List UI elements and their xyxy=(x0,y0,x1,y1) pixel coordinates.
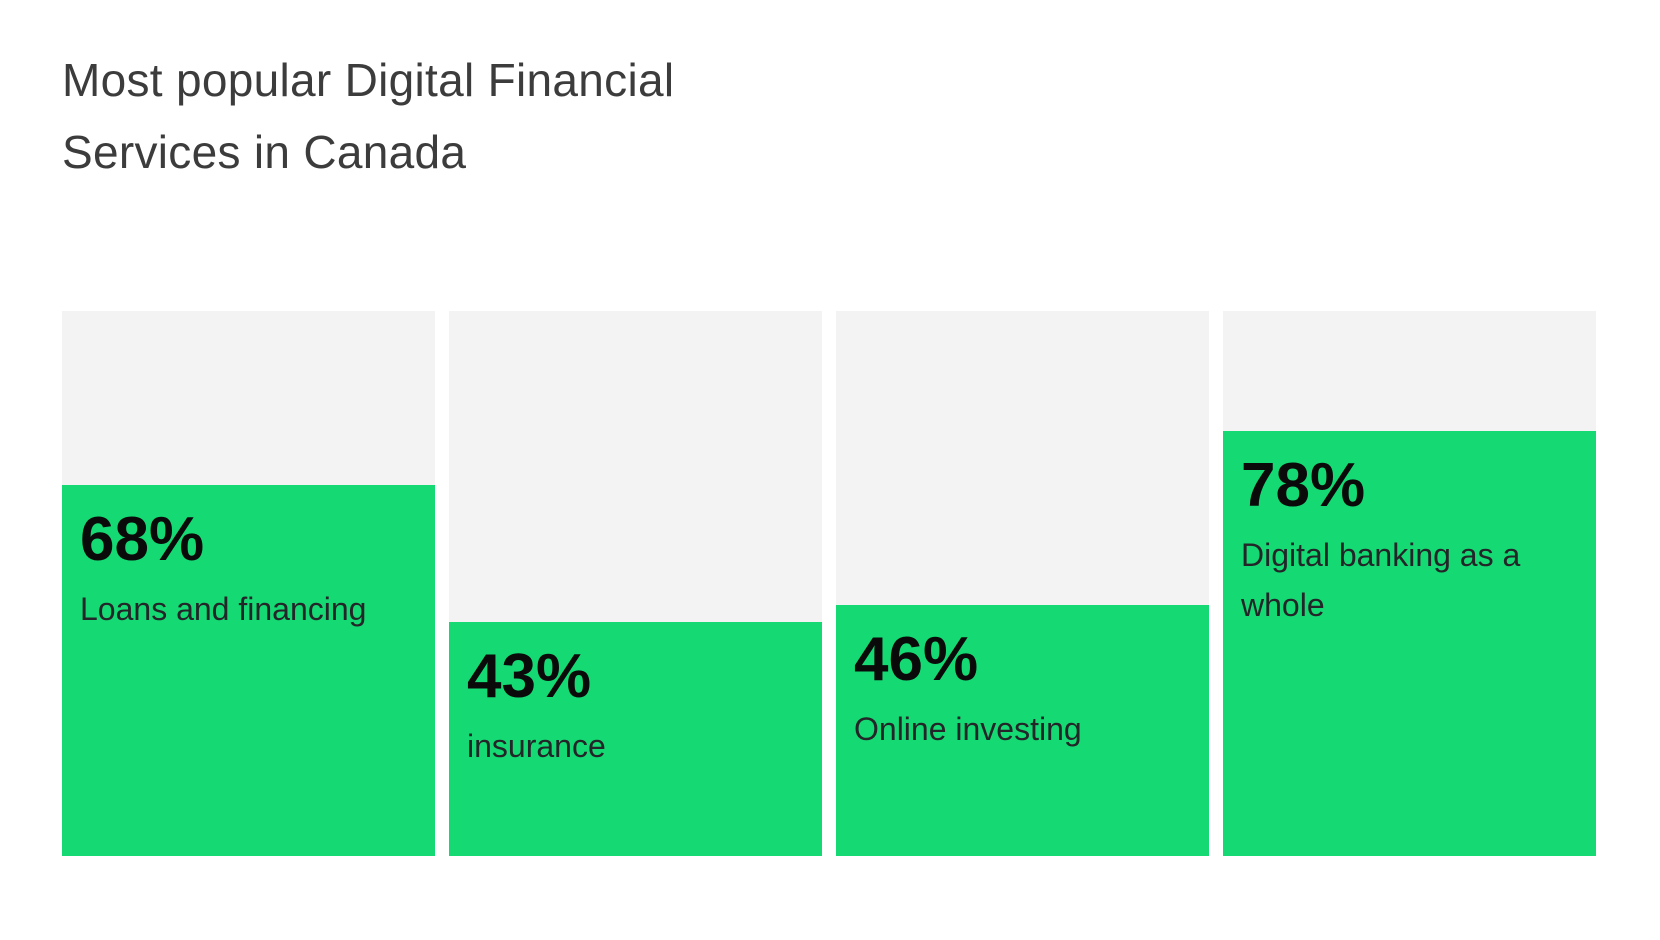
bar-fill: 43% insurance xyxy=(449,621,822,856)
bar-track-digital-banking-as-a-whole: 78% Digital banking as a whole xyxy=(1223,311,1596,856)
bar-fill: 68% Loans and financing xyxy=(62,485,435,856)
bar-fill: 78% Digital banking as a whole xyxy=(1223,430,1596,856)
bar-track-loans-and-financing: 68% Loans and financing xyxy=(62,311,435,856)
bar-value: 43% xyxy=(467,641,592,711)
bar-label: Loans and financing xyxy=(80,591,367,628)
bar-value: 68% xyxy=(80,505,205,575)
bar-label: Digital banking as a whole xyxy=(1241,536,1521,623)
bar-value: 46% xyxy=(854,625,979,695)
bar-label: Online investing xyxy=(854,711,1082,748)
bar-label: insurance xyxy=(467,727,606,764)
bar-track-online-investing: 46% Online investing xyxy=(836,311,1209,856)
bar-track-insurance: 43% insurance xyxy=(449,311,822,856)
chart-title: Most popular Digital Financial Services … xyxy=(62,54,675,178)
bar-chart: 68% Loans and financing 43% insurance 46… xyxy=(62,311,1596,856)
bar-fill: 46% Online investing xyxy=(836,605,1209,856)
bar-value: 78% xyxy=(1241,450,1366,520)
